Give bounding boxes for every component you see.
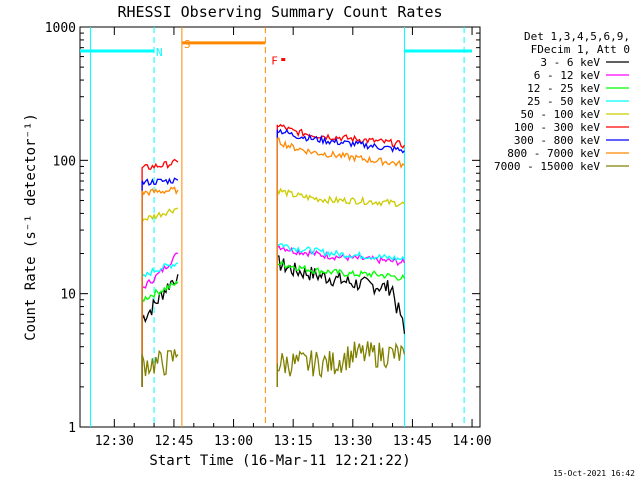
x-tick-label: 13:45 — [393, 434, 432, 449]
chart-title: RHESSI Observing Summary Count Rates — [117, 3, 442, 21]
series-line — [276, 255, 406, 387]
legend-label: 3 - 6 keV — [540, 56, 600, 69]
series-line — [141, 158, 179, 387]
y-tick-label: 100 — [53, 154, 76, 169]
vertical-markers — [89, 27, 465, 427]
y-tick-label: 1000 — [45, 21, 76, 36]
y-tick-label: 10 — [60, 288, 76, 303]
series-line — [141, 186, 179, 387]
timestamp: 15-Oct-2021 16:42 — [553, 469, 635, 478]
series-line — [141, 262, 179, 387]
plot-frame — [79, 26, 481, 428]
legend-header: Det 1,3,4,5,6,9, — [524, 30, 630, 43]
legend-header: FDecim 1, Att 0 — [531, 43, 630, 56]
y-axis: 1 10 100 1000 — [45, 21, 480, 436]
legend-label: 6 - 12 keV — [534, 69, 601, 82]
series-line — [141, 274, 179, 387]
legend-label: 50 - 100 keV — [521, 108, 601, 121]
series-line — [276, 123, 406, 387]
x-tick-label: 12:30 — [95, 434, 134, 449]
x-axis-label: Start Time (16-Mar-11 12:21:22) — [149, 453, 410, 469]
series-line — [141, 177, 179, 387]
flag-letter: N — [156, 46, 163, 59]
series-line — [141, 252, 179, 387]
series-line — [141, 349, 179, 387]
flag-letter: S — [184, 38, 191, 51]
flag-bars: N S F — [80, 38, 473, 68]
legend-label: 7000 - 15000 keV — [494, 160, 600, 173]
y-tick-label: 1 — [68, 421, 76, 436]
series-line — [276, 244, 406, 387]
series-group — [141, 123, 406, 387]
x-tick-label: 13:30 — [333, 434, 372, 449]
series-line — [276, 137, 405, 387]
series-line — [276, 187, 405, 387]
series-line — [141, 280, 179, 387]
x-tick-label: 13:00 — [214, 434, 253, 449]
legend-label: 12 - 25 keV — [527, 82, 600, 95]
legend-label: 100 - 300 keV — [514, 121, 600, 134]
x-tick-label: 13:15 — [274, 434, 313, 449]
flag-letter: F — [271, 55, 278, 68]
y-axis-label: Count Rate (s⁻¹ detector⁻¹) — [23, 113, 39, 341]
x-axis: 12:30 12:45 13:00 13:15 13:30 13:45 14:00 — [95, 27, 492, 449]
series-line — [141, 207, 179, 387]
x-tick-label: 12:45 — [154, 434, 193, 449]
series-line — [276, 243, 406, 387]
legend-label: 25 - 50 keV — [527, 95, 600, 108]
series-line — [276, 260, 406, 387]
legend-label: 800 - 7000 keV — [507, 147, 600, 160]
series-line — [276, 341, 406, 387]
legend: Det 1,3,4,5,6,9,FDecim 1, Att 03 - 6 keV… — [494, 30, 630, 173]
x-tick-label: 14:00 — [452, 434, 491, 449]
series-line — [276, 128, 405, 387]
legend-label: 300 - 800 keV — [514, 134, 600, 147]
